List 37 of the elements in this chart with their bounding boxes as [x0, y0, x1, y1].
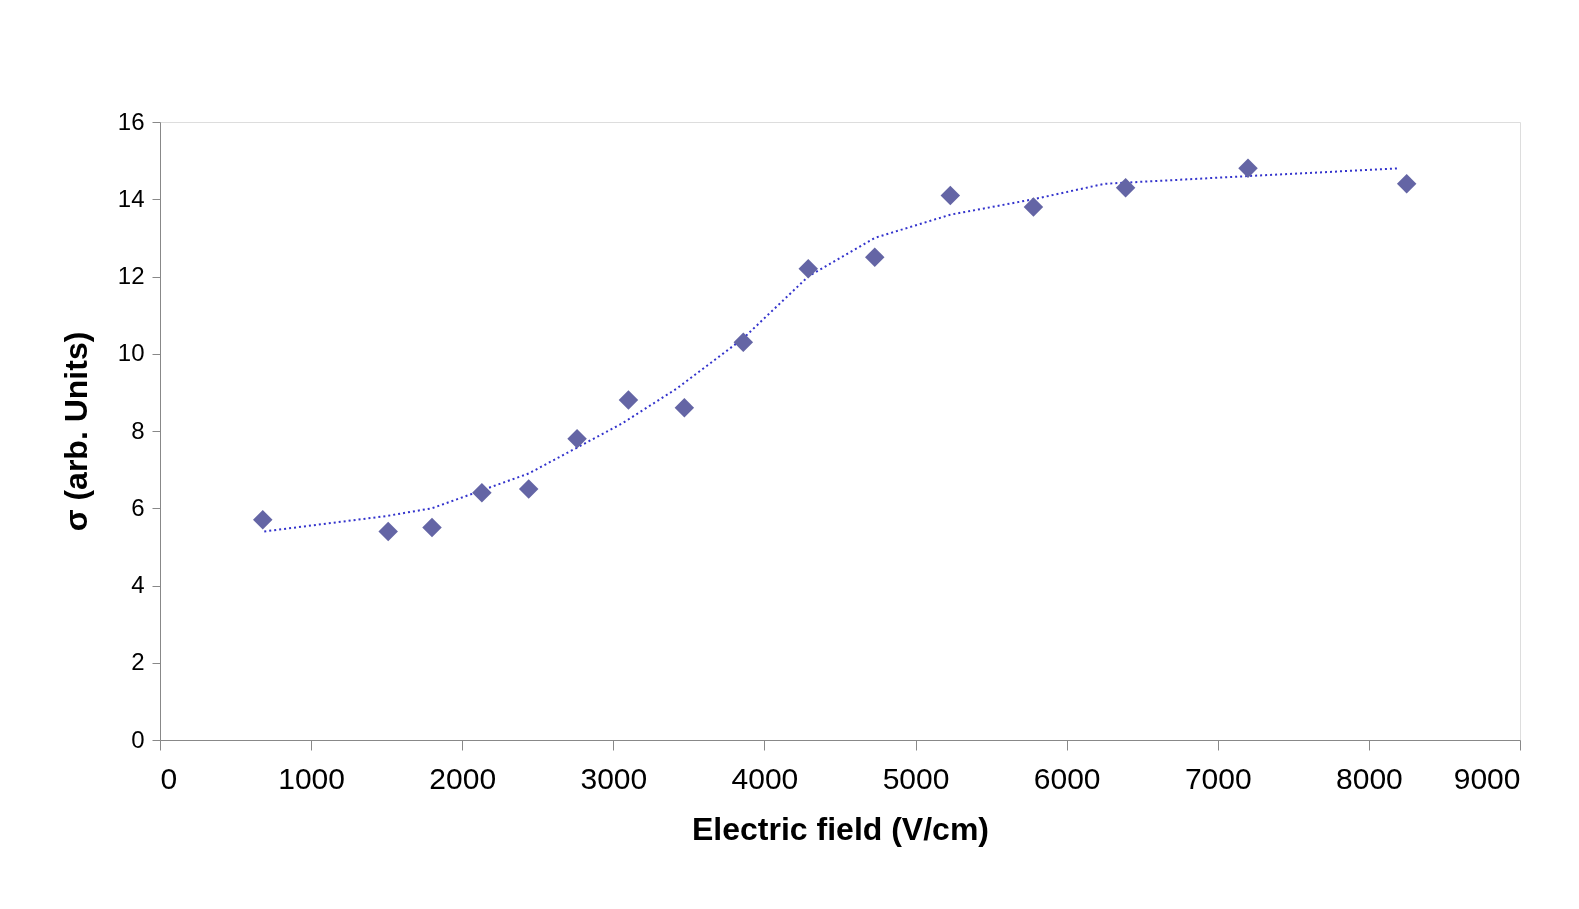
point	[422, 517, 442, 538]
y-tick-label: 8	[131, 416, 145, 444]
point	[798, 259, 819, 279]
y-axis-title: σ (arb. Units)	[57, 331, 94, 532]
point	[567, 428, 587, 449]
point	[472, 483, 492, 503]
x-tick-label: 6000	[1033, 761, 1101, 795]
point	[1023, 197, 1044, 217]
y-tick-label: 2	[131, 648, 145, 676]
point	[674, 398, 695, 418]
y-tick-label: 14	[117, 184, 145, 212]
x-tick-label: 3000	[580, 761, 648, 795]
point	[518, 479, 539, 499]
y-tick-label: 6	[131, 493, 145, 521]
y-tick-label: 4	[131, 571, 145, 598]
point	[618, 390, 639, 410]
x-tick-label: 5000	[882, 761, 950, 795]
y-tick-label: 12	[117, 262, 145, 289]
x-tick-label: 4000	[731, 761, 799, 795]
x-tick-label: 0	[160, 761, 178, 795]
x-tick-label: 2000	[429, 761, 497, 795]
point	[865, 247, 885, 267]
x-tick-label: 8000	[1336, 761, 1403, 795]
y-tick-label: 0	[131, 725, 145, 753]
x-tick-label: 1000	[278, 761, 345, 795]
y-tick-label: 10	[117, 339, 145, 367]
x-tick-label: 7000	[1184, 761, 1252, 795]
point	[733, 332, 754, 352]
x-axis-title: Electric field (V/cm)	[692, 810, 989, 847]
point	[253, 510, 273, 530]
point	[378, 521, 398, 542]
y-tick-label: 16	[117, 107, 145, 135]
point	[1115, 177, 1136, 198]
point	[1396, 174, 1417, 194]
x-tick-label: 9000	[1453, 761, 1521, 795]
point	[1238, 158, 1258, 179]
point	[940, 185, 961, 206]
